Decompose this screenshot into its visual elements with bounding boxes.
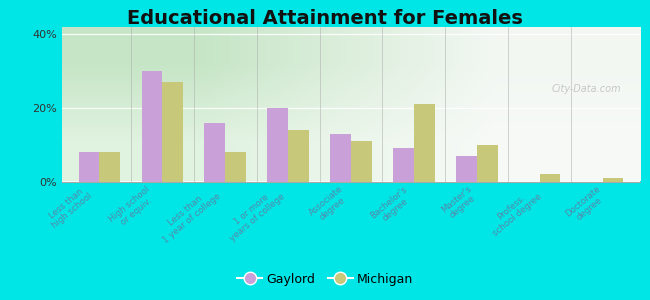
Bar <box>476 145 497 182</box>
Text: Profess.
school degree: Profess. school degree <box>486 184 544 238</box>
Text: Master's
degree: Master's degree <box>439 184 480 222</box>
Text: Associate
degree: Associate degree <box>307 184 351 225</box>
Bar <box>288 130 309 182</box>
Text: City-Data.com: City-Data.com <box>551 84 621 94</box>
Legend: Gaylord, Michigan: Gaylord, Michigan <box>233 268 417 291</box>
Bar <box>414 104 435 182</box>
Bar <box>351 141 372 182</box>
Bar <box>540 174 560 182</box>
Text: Doctorate
degree: Doctorate degree <box>564 184 608 226</box>
Bar <box>603 178 623 181</box>
Bar <box>79 152 99 182</box>
Text: Bachelor's
degree: Bachelor's degree <box>369 184 415 228</box>
Text: Less than
1 year of college: Less than 1 year of college <box>155 184 222 245</box>
Bar <box>162 82 183 182</box>
Bar <box>205 123 226 182</box>
Bar <box>99 152 120 182</box>
Bar <box>226 152 246 182</box>
Bar <box>456 156 476 182</box>
Bar <box>330 134 351 182</box>
Bar <box>267 108 288 182</box>
Text: Educational Attainment for Females: Educational Attainment for Females <box>127 9 523 28</box>
Text: 1 or more
years of college: 1 or more years of college <box>222 184 287 243</box>
Bar <box>393 148 414 182</box>
Text: High school
or equiv.: High school or equiv. <box>108 184 158 231</box>
Text: Less than
high school: Less than high school <box>44 184 94 230</box>
Bar <box>142 71 162 182</box>
